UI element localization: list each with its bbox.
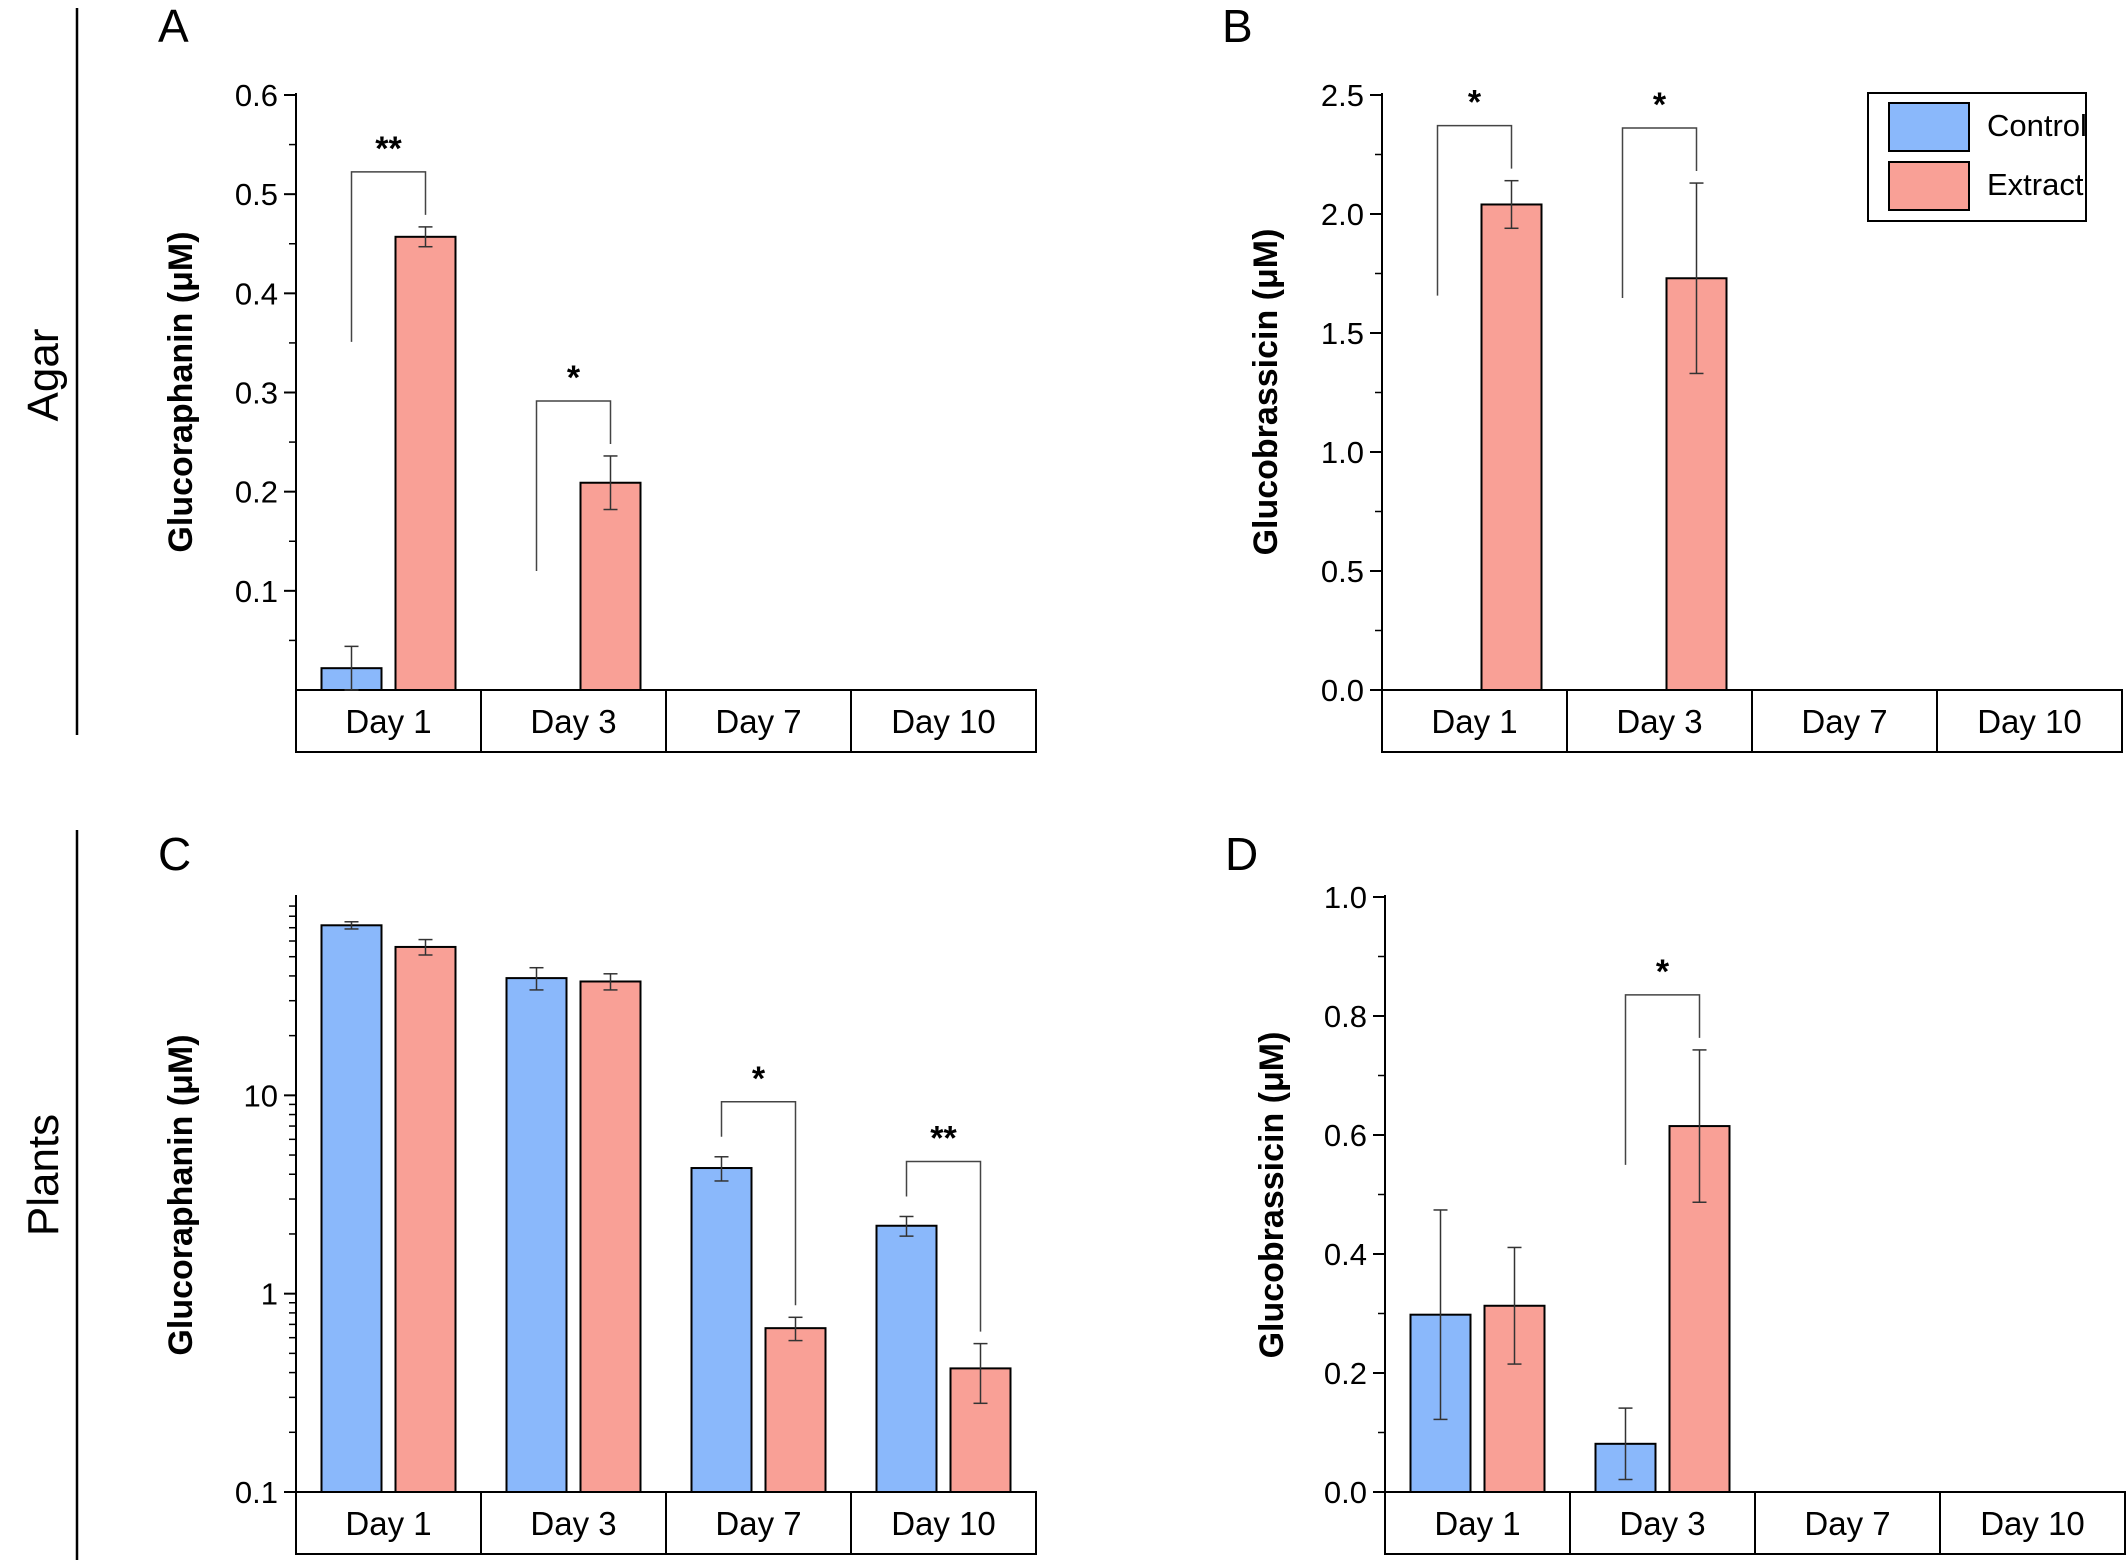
- bar-b-extract-0: [1480, 203, 1543, 691]
- bar-c-extract-1: [579, 980, 642, 1494]
- x-tick-label-d: Day 3: [1619, 1505, 1705, 1542]
- x-tick-label-b: Day 3: [1616, 703, 1702, 740]
- y-tick-label-b: 2.0: [1321, 197, 1364, 232]
- category-box-d: [1939, 1491, 2126, 1555]
- significance-label-b: *: [1468, 84, 1482, 122]
- x-tick-label-d: Day 7: [1804, 1505, 1890, 1542]
- x-tick-label-d: Day 10: [1980, 1505, 2085, 1542]
- row-label-plants: Plants: [19, 1114, 68, 1236]
- y-tick-label-a: 0.3: [235, 376, 278, 411]
- y-axis-label-d: Glucobrassicin (μM): [1253, 1032, 1291, 1359]
- category-box-b: [1936, 689, 2123, 753]
- panel-letter-c: C: [158, 828, 191, 880]
- bar-a-extract-1: [579, 481, 642, 691]
- significance-label-a: *: [567, 359, 581, 397]
- y-tick-label-b: 1.0: [1321, 435, 1364, 470]
- y-tick-label-c: 0.1: [235, 1475, 278, 1510]
- category-box-a: [850, 689, 1037, 753]
- bar-c-extract-2: [764, 1327, 827, 1494]
- x-tick-label-b: Day 7: [1801, 703, 1887, 740]
- y-tick-label-c: 1: [261, 1277, 278, 1312]
- bar-c-control-2: [690, 1167, 753, 1494]
- bar-c-control-3: [875, 1224, 938, 1493]
- y-tick-label-d: 0.2: [1324, 1356, 1367, 1391]
- x-tick-label-a: Day 3: [530, 703, 616, 740]
- y-tick-label-a: 0.4: [235, 276, 278, 311]
- y-tick-label-a: 0.2: [235, 475, 278, 510]
- x-tick-label-a: Day 7: [715, 703, 801, 740]
- significance-bracket-d: [1624, 994, 1701, 1165]
- significance-bracket-a: [535, 400, 612, 571]
- significance-label-b: *: [1653, 86, 1667, 124]
- x-tick-label-c: Day 10: [891, 1505, 996, 1542]
- panel-a: 0.1 0.2 0.3 0.4 0.5 0.6 Glucoraphanin (μM) Day …: [162, 78, 1037, 753]
- y-tick-label-d: 1.0: [1324, 880, 1367, 915]
- y-tick-label-d: 0.0: [1324, 1475, 1367, 1510]
- bar-c-control-0: [320, 924, 383, 1493]
- panel-letter-a: A: [158, 0, 189, 52]
- panel-letter-d: D: [1225, 828, 1258, 880]
- category-box-c: [850, 1491, 1037, 1555]
- y-tick-label-a: 0.1: [235, 574, 278, 609]
- y-tick-label-c: 10: [244, 1078, 278, 1113]
- x-tick-label-d: Day 1: [1434, 1505, 1520, 1542]
- y-axis-label-c: Glucoraphanin (μM): [162, 1034, 200, 1355]
- significance-bracket-c: [720, 1101, 797, 1306]
- legend: Control Extract: [1867, 92, 2087, 222]
- y-tick-label-b: 0.0: [1321, 673, 1364, 708]
- significance-label-c: **: [930, 1119, 957, 1157]
- significance-bracket-b: [1436, 124, 1513, 296]
- significance-bracket-c: [905, 1160, 982, 1332]
- y-tick-label-d: 0.8: [1324, 999, 1367, 1034]
- y-tick-label-a: 0.6: [235, 78, 278, 113]
- x-tick-label-c: Day 7: [715, 1505, 801, 1542]
- y-tick-label-d: 0.6: [1324, 1118, 1367, 1153]
- y-tick-label-a: 0.5: [235, 177, 278, 212]
- significance-label-a: **: [375, 130, 402, 168]
- bar-a-extract-0: [394, 235, 457, 692]
- y-tick-label-b: 0.5: [1321, 554, 1364, 589]
- y-tick-label-d: 0.4: [1324, 1237, 1367, 1272]
- bar-c-extract-0: [394, 945, 457, 1493]
- legend-label-extract: Extract: [1987, 167, 2084, 202]
- x-tick-label-b: Day 1: [1431, 703, 1517, 740]
- panel-c: 0.1 1 10 Glucoraphanin (μM) Day 1 Day 3 Day 7 D…: [162, 895, 1037, 1555]
- x-tick-label-a: Day 1: [345, 703, 431, 740]
- row-label-agar: Agar: [19, 329, 68, 422]
- panel-letter-b: B: [1222, 0, 1253, 52]
- panel-d: 0.0 0.2 0.4 0.6 0.8 1.0 Glucobrassicin (μM) Day…: [1253, 880, 2126, 1555]
- legend-swatch-control: [1888, 102, 1970, 152]
- x-tick-label-b: Day 10: [1977, 703, 2082, 740]
- legend-label-control: Control: [1987, 108, 2087, 143]
- significance-label-d: *: [1656, 953, 1670, 991]
- y-axis-label-b: Glucobrassicin (μM): [1247, 229, 1285, 556]
- x-tick-label-c: Day 3: [530, 1505, 616, 1542]
- x-tick-label-a: Day 10: [891, 703, 996, 740]
- significance-bracket-b: [1621, 127, 1698, 299]
- significance-label-c: *: [752, 1060, 766, 1098]
- panel-b: 0.0 0.5 1.0 1.5 2.0 2.5 Glucobrassicin (μM) Day…: [1247, 78, 2123, 753]
- y-tick-label-b: 2.5: [1321, 78, 1364, 113]
- y-tick-label-b: 1.5: [1321, 316, 1364, 351]
- legend-swatch-extract: [1888, 161, 1970, 211]
- bar-c-control-1: [505, 977, 568, 1493]
- x-tick-label-c: Day 1: [345, 1505, 431, 1542]
- y-axis-label-a: Glucoraphanin (μM): [162, 231, 200, 552]
- significance-bracket-a: [350, 171, 427, 342]
